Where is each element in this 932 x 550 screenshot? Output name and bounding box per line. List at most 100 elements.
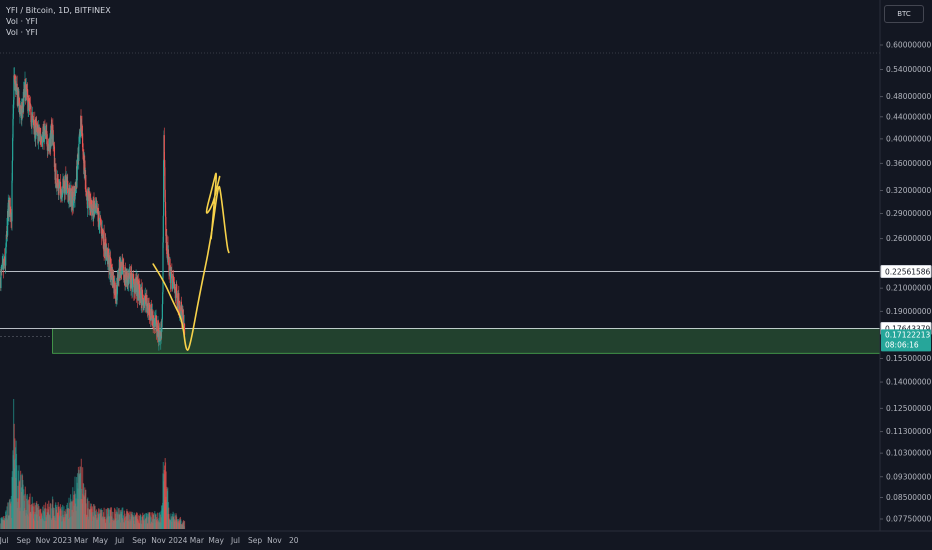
candle-body: [99, 218, 101, 219]
candle-body: [1, 262, 4, 264]
volume-indicator-label-2[interactable]: Vol · YFI: [6, 28, 38, 37]
candle-body: [60, 189, 62, 200]
candle-body: [114, 295, 117, 297]
candle-body: [116, 293, 118, 296]
candle-body: [144, 296, 146, 302]
time-axis: Jul Sep Nov 2023 Mar May Jul Sep Nov 2024 Mar May Ju…: [0, 536, 299, 545]
candle-body: [183, 323, 186, 336]
candle-body: [132, 274, 134, 278]
candle-body: [98, 224, 100, 229]
volume-bar: [138, 515, 141, 529]
candle-body: [5, 234, 7, 247]
candle-body: [58, 185, 60, 192]
candle-body: [150, 303, 152, 321]
candle-body: [163, 160, 165, 216]
candle-body: [1, 263, 3, 270]
candle-body: [97, 207, 99, 214]
candle-body: [88, 190, 90, 192]
candle-body: [119, 259, 121, 275]
candle-body: [46, 131, 48, 135]
price-tick-label: 0.14000000: [886, 378, 932, 387]
last-price-value: 0.17122213: [885, 330, 931, 339]
candle-body: [78, 133, 81, 138]
last-price-tag: [881, 329, 931, 352]
candle-body: [2, 261, 4, 263]
candle-body: [32, 115, 34, 121]
time-tick-label: 2024: [168, 536, 187, 545]
candle-body: [176, 284, 178, 294]
volume-indicator-label[interactable]: Vol · YFI: [6, 17, 38, 26]
candle-body: [180, 301, 182, 312]
candle-body: [132, 275, 134, 288]
volume-bar: [115, 512, 117, 529]
volume-bar: [129, 511, 131, 529]
candle-body: [144, 294, 147, 304]
candle-body: [32, 120, 35, 125]
candle-body: [47, 144, 50, 147]
candle-body: [175, 291, 177, 299]
candle-body: [120, 263, 122, 272]
candle-body: [103, 231, 105, 252]
candle-body: [53, 144, 55, 147]
candle-body: [125, 270, 127, 282]
candle-body: [137, 281, 139, 301]
candle-body: [9, 206, 12, 217]
candle-body: [54, 169, 56, 180]
candle-body: [127, 275, 129, 285]
volume-bar: [146, 514, 148, 529]
volume-bar: [149, 515, 151, 529]
candle-body: [143, 302, 145, 311]
candle-body: [37, 125, 39, 127]
candle-body: [16, 83, 18, 91]
candle-body: [0, 270, 2, 272]
candle-body: [11, 160, 13, 181]
candle-body: [8, 202, 10, 216]
time-tick-label: Nov: [36, 536, 51, 545]
candle-body: [132, 277, 135, 279]
price-tick-label: 0.60000000: [886, 41, 932, 50]
candle-body: [78, 144, 80, 161]
candle-body: [50, 123, 53, 126]
candle-body: [66, 182, 68, 189]
candle-body: [93, 200, 95, 209]
candle-body: [125, 276, 127, 279]
candle-body: [34, 118, 37, 140]
candle-body: [46, 146, 49, 151]
volume-bar: [22, 484, 24, 529]
candle-body: [172, 277, 174, 281]
candle-body: [35, 131, 37, 136]
candle-body: [94, 208, 96, 211]
candle-body: [134, 283, 136, 293]
candle-body: [82, 151, 84, 155]
candle-body: [123, 265, 125, 281]
symbol-title[interactable]: YFI / Bitcoin, 1D, BITFINEX: [6, 6, 111, 15]
candle-body: [108, 266, 110, 271]
candle-body: [146, 303, 149, 311]
candle-body: [113, 275, 115, 288]
candle-body: [31, 115, 33, 120]
time-tick-label: Mar: [74, 536, 89, 545]
candle-body: [122, 263, 124, 267]
volume-bar: [183, 521, 185, 529]
volume-bar: [42, 510, 44, 529]
candle-body: [153, 319, 155, 324]
candle-body: [182, 315, 185, 328]
candle-body: [161, 327, 163, 333]
volume-bar: [159, 514, 162, 529]
volume-bar: [27, 499, 29, 529]
candle-body: [169, 265, 171, 283]
candle-body: [129, 273, 131, 288]
candle-body: [57, 182, 59, 183]
candle-body: [83, 169, 85, 174]
candle-body: [162, 292, 164, 305]
price-tick-label: 0.48000000: [886, 92, 932, 101]
support-zone: [0, 328, 881, 354]
candle-body: [126, 270, 128, 280]
candle-body: [152, 311, 154, 319]
candle-body: [128, 275, 131, 279]
candle-body: [99, 218, 101, 225]
currency-button[interactable]: BTC: [884, 5, 924, 23]
support-zone-box: [52, 328, 881, 354]
candle-body: [107, 248, 109, 257]
